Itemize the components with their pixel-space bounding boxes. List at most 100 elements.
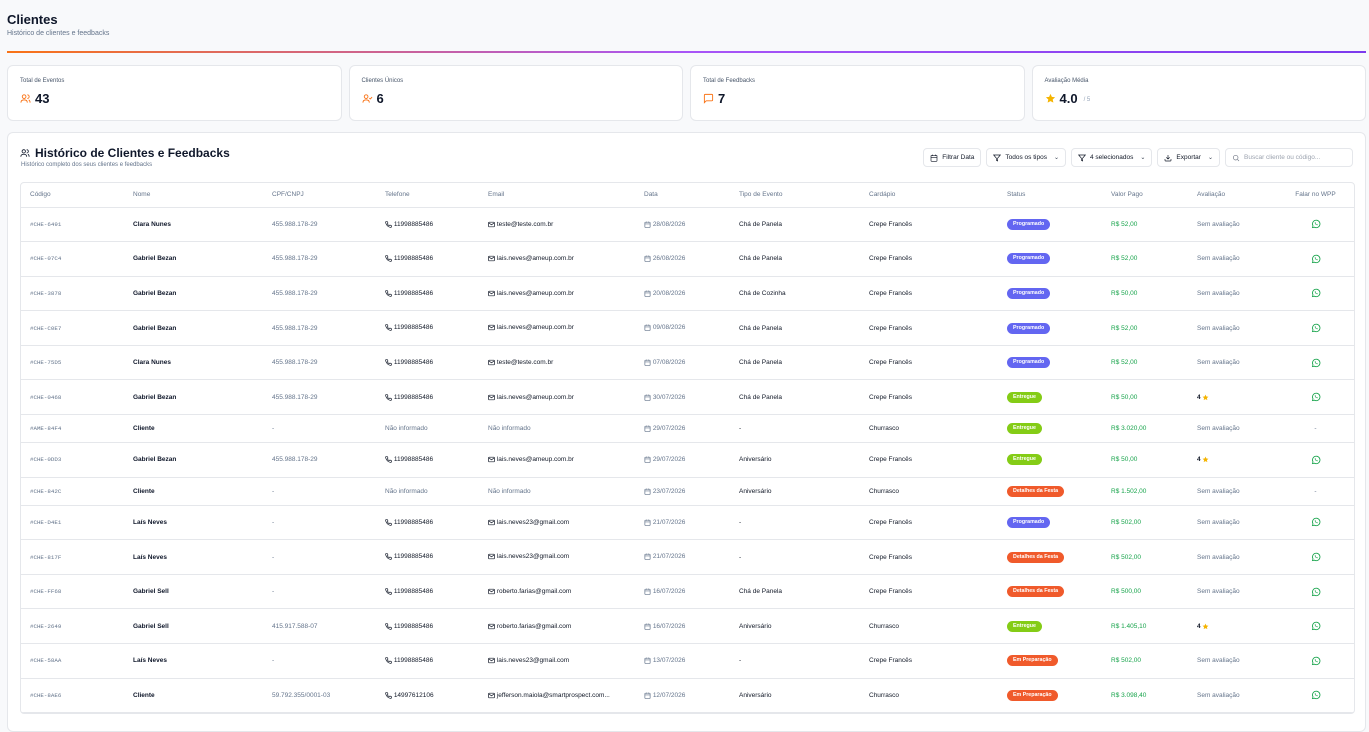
calendar-icon	[644, 623, 651, 630]
chevron-down-icon: ⌄	[1053, 155, 1059, 161]
table-row[interactable]: #CHE-FF68 Gabriel Sell - 11998885486 rober…	[21, 574, 1354, 610]
table-row[interactable]: #CHE-D4E1 Laís Neves - 11998885486 lais.ne…	[21, 505, 1354, 541]
mail-icon	[488, 255, 495, 262]
table-row[interactable]: #CHE-0DD3 Gabriel Bezan 455.988.178-29 119…	[21, 442, 1354, 478]
search-box[interactable]	[1225, 148, 1353, 167]
client-cpf: 59.792.355/0001-03	[272, 691, 331, 699]
stat-card-average-rating: Avaliação Média 4.0 / 5	[1031, 65, 1366, 121]
cell-cpf: 59.792.355/0001-03	[263, 678, 376, 714]
status-badge-detalhes: Detalhes da Festa	[1007, 586, 1065, 598]
whatsapp-icon[interactable]	[1311, 323, 1321, 333]
client-email: lais.neves@ameup.com.br	[496, 255, 574, 263]
event-date: 30/07/2026	[652, 393, 686, 401]
table-row[interactable]: #CHE-2649 Gabriel Sell 415.917.588-07 1199…	[21, 608, 1354, 645]
table-row[interactable]: #CHE-C0E7 Gabriel Bezan 455.988.178-29 119…	[21, 310, 1354, 346]
client-cpf: 455.988.178-29	[272, 456, 318, 464]
table-row[interactable]: #CHE-842C Cliente - Não informado Não inform…	[21, 477, 1354, 506]
client-cpf: 455.988.178-29	[272, 393, 318, 401]
col-cpf[interactable]: CPF/CNPJ	[263, 183, 376, 208]
table-row[interactable]: #CHE-8AE6 Cliente 59.792.355/0001-03 14997…	[21, 678, 1354, 714]
search-input[interactable]	[1244, 154, 1346, 161]
phone-icon	[385, 456, 392, 463]
col-event-type[interactable]: Tipo de Evento	[730, 183, 860, 208]
col-rating[interactable]: Avaliação	[1188, 183, 1275, 208]
cell-rating: Sem avaliação	[1188, 505, 1275, 541]
col-code[interactable]: Código	[21, 183, 124, 208]
export-button[interactable]: Exportar ⌄	[1157, 148, 1220, 167]
col-email[interactable]: Email	[479, 183, 635, 208]
whatsapp-icon[interactable]	[1311, 254, 1321, 264]
col-date[interactable]: Data	[635, 183, 730, 208]
cell-phone: Não informado	[376, 477, 479, 506]
cell-paid: R$ 502,00	[1102, 643, 1188, 679]
whatsapp-icon[interactable]	[1311, 219, 1321, 229]
col-paid[interactable]: Valor Pago	[1102, 183, 1188, 208]
table-row[interactable]: #CHE-0468 Gabriel Bezan 455.988.178-29 119…	[21, 379, 1354, 416]
cell-whatsapp	[1275, 608, 1354, 645]
filter-date-button[interactable]: Filtrar Data	[923, 148, 982, 167]
client-phone: 11998885486	[393, 622, 434, 630]
phone-icon	[385, 393, 392, 401]
whatsapp-icon[interactable]	[1311, 517, 1321, 527]
whatsapp-icon[interactable]	[1311, 392, 1321, 402]
event-menu: Crepe Francês	[869, 553, 912, 561]
client-code: #CHE-C0E7	[30, 324, 62, 332]
cell-paid: R$ 50,00	[1102, 379, 1188, 416]
client-cpf: -	[272, 425, 275, 433]
rating-text: Sem avaliação	[1197, 425, 1240, 433]
cell-event-type: Aniversário	[730, 477, 860, 506]
rating-text: Sem avaliação	[1197, 324, 1240, 332]
client-name: Gabriel Bezan	[133, 289, 177, 297]
filter-icon	[1077, 154, 1086, 162]
table-row[interactable]: #CHE-07C4 Gabriel Bezan 455.988.178-29 119…	[21, 241, 1354, 277]
paid-value: R$ 1.405,10	[1111, 622, 1147, 630]
chevron-down-icon: ⌄	[1207, 155, 1213, 161]
client-phone: 11998885486	[393, 519, 434, 527]
cell-name: Laís Neves	[124, 539, 263, 575]
whatsapp-icon[interactable]	[1311, 288, 1321, 298]
whatsapp-icon[interactable]	[1311, 455, 1321, 465]
cell-code: #CHE-0DD3	[21, 442, 124, 478]
whatsapp-icon[interactable]	[1311, 656, 1321, 666]
col-status[interactable]: Status	[998, 183, 1102, 208]
cell-name: Gabriel Bezan	[124, 276, 263, 312]
table-row[interactable]: #CHE-817F Laís Neves - 11998885486 lais.ne…	[21, 539, 1354, 575]
rating-text: Sem avaliação	[1197, 359, 1240, 367]
event-type-label: Todos os tipos	[1005, 154, 1047, 161]
whatsapp-icon[interactable]	[1311, 621, 1321, 631]
whatsapp-icon[interactable]	[1311, 587, 1321, 597]
paid-value: R$ 50,00	[1111, 393, 1138, 401]
whatsapp-icon[interactable]	[1311, 358, 1321, 368]
event-type: -	[739, 518, 742, 526]
cell-status: Entregue	[998, 379, 1102, 416]
whatsapp-icon[interactable]	[1311, 552, 1321, 562]
table-row[interactable]: #CHE-6491 Clara Nunes 455.988.178-29 11998…	[21, 207, 1354, 243]
event-type: -	[739, 553, 742, 561]
col-menu[interactable]: Cardápio	[860, 183, 998, 208]
status-filter-dropdown[interactable]: 4 selecionados ⌄	[1070, 148, 1153, 167]
cell-rating: Sem avaliação	[1188, 477, 1275, 506]
toolbar: Filtrar Data Todos os tipos ⌄ 4 selecion…	[923, 148, 1353, 167]
stat-card-total-events: Total de Eventos 43	[7, 65, 342, 121]
table-row[interactable]: #CHE-58AA Laís Neves - 11998885486 lais.ne…	[21, 643, 1354, 679]
cell-event-type: Chá de Panela	[730, 241, 860, 277]
client-cpf: -	[272, 657, 275, 665]
client-name: Laís Neves	[133, 518, 167, 526]
cell-rating: Sem avaliação	[1188, 207, 1275, 243]
table-row[interactable]: #CHE-75D5 Clara Nunes 455.988.178-29 11998…	[21, 345, 1354, 381]
calendar-icon	[644, 359, 651, 366]
client-phone: 11998885486	[393, 255, 434, 263]
cell-menu: Crepe Francês	[860, 241, 998, 277]
status-badge-detalhes: Detalhes da Festa	[1007, 485, 1065, 497]
table-row[interactable]: #CHE-3878 Gabriel Bezan 455.988.178-29 119…	[21, 276, 1354, 312]
event-type-dropdown[interactable]: Todos os tipos ⌄	[986, 148, 1066, 167]
col-phone[interactable]: Telefone	[376, 183, 479, 208]
cell-name: Gabriel Bezan	[124, 442, 263, 478]
phone-icon	[385, 359, 392, 366]
clients-table-wrapper: Código Nome CPF/CNPJ Telefone Email Data…	[20, 182, 1355, 715]
col-name[interactable]: Nome	[124, 183, 263, 208]
event-type: -	[739, 425, 742, 433]
table-row[interactable]: #AME-84F4 Cliente - Não informado Não inform…	[21, 414, 1354, 444]
cell-menu: Crepe Francês	[860, 643, 998, 679]
whatsapp-icon[interactable]	[1311, 690, 1321, 700]
